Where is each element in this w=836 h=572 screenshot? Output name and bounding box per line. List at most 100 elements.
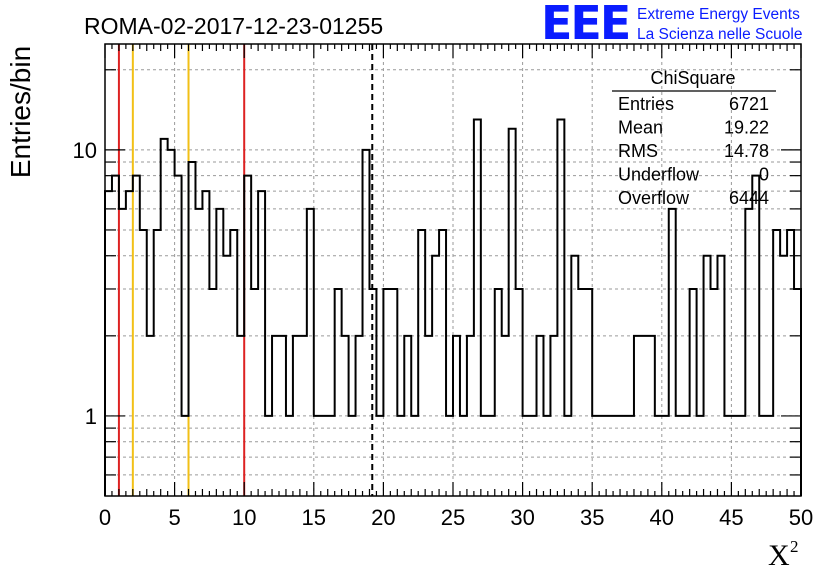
- histogram-bin: [446, 416, 453, 496]
- x-axis-label: X 2: [768, 537, 799, 572]
- x-axis-label-superscript: 2: [790, 537, 799, 556]
- x-tick-label: 25: [441, 505, 465, 530]
- histogram-bin: [202, 191, 209, 496]
- histogram-bin: [787, 230, 794, 496]
- eee-logo: EEE Extreme Energy Events La Scienza nel…: [541, 0, 802, 50]
- histogram-bin: [453, 336, 460, 496]
- histogram-bin: [683, 416, 690, 496]
- histogram-bin: [669, 209, 676, 496]
- histogram-bin: [119, 209, 126, 496]
- histogram-bin: [523, 416, 530, 496]
- histogram-bin: [356, 336, 363, 496]
- histogram-bin: [467, 336, 474, 496]
- histogram-bin: [592, 416, 599, 496]
- histogram-bin: [223, 256, 230, 496]
- histogram-bin: [752, 176, 759, 496]
- histogram-bin: [411, 416, 418, 496]
- histogram-bin: [307, 209, 314, 496]
- stats-row-value: 19.22: [724, 118, 769, 138]
- histogram-bin: [543, 416, 550, 496]
- histogram-bin: [717, 256, 724, 496]
- histogram-bin: [376, 416, 383, 496]
- histogram-bin: [641, 336, 648, 496]
- x-tick-label: 20: [371, 505, 395, 530]
- histogram-bin: [321, 416, 328, 496]
- histogram-bin: [390, 289, 397, 496]
- histogram-bin: [369, 289, 376, 496]
- histogram-bin: [195, 209, 202, 496]
- histogram-bin: [634, 336, 641, 496]
- histogram-bin: [766, 416, 773, 496]
- stats-row-label: RMS: [618, 141, 658, 161]
- histogram-bin: [662, 416, 669, 496]
- histogram-bin: [175, 176, 182, 496]
- histogram-bin: [474, 120, 481, 496]
- y-tick-label: 1: [85, 404, 97, 429]
- x-tick-label: 35: [580, 505, 604, 530]
- histogram-bin: [154, 230, 161, 496]
- stats-row-value: 14.78: [724, 141, 769, 161]
- histogram-bin: [530, 416, 537, 496]
- histogram-bin: [300, 336, 307, 496]
- eee-logo-mark: EEE: [541, 0, 629, 50]
- histogram-bin: [293, 336, 300, 496]
- histogram-bin: [738, 416, 745, 496]
- stats-rows: Entries 6721 Mean 19.22 RMS 14.78 Underflow 0 Ov…: [618, 94, 769, 208]
- stats-row-value: 6721: [729, 94, 769, 114]
- histogram-bin: [495, 289, 502, 496]
- histogram-bin: [794, 289, 801, 496]
- histogram-bin: [363, 150, 370, 496]
- y-tick-label: 10: [73, 138, 97, 163]
- axis-ticks: 0 5 10 15 20 25 30 35 40 45 50 1 10: [73, 44, 813, 530]
- histogram-bin: [627, 416, 634, 496]
- histogram-bin: [704, 256, 711, 496]
- histogram-bin: [578, 289, 585, 496]
- histogram-bin: [168, 150, 175, 496]
- histogram-bin: [161, 139, 168, 496]
- x-axis-label-base: X: [768, 539, 790, 572]
- x-tick-label: 5: [168, 505, 180, 530]
- histogram-bin: [648, 336, 655, 496]
- stats-row-label: Entries: [618, 94, 674, 114]
- stats-row-value: 0: [759, 165, 769, 185]
- y-axis-label: Entries/bin: [5, 46, 36, 178]
- histogram-bin: [571, 256, 578, 496]
- histogram-bin: [537, 336, 544, 496]
- histogram-bin: [690, 289, 697, 496]
- histogram-bin: [335, 289, 342, 496]
- histogram-bin: [711, 289, 718, 496]
- histogram-bin: [147, 336, 154, 496]
- histogram-bin: [731, 416, 738, 496]
- stats-row-label: Underflow: [618, 165, 700, 185]
- histogram-bin: [516, 289, 523, 496]
- histogram-bin: [342, 336, 349, 496]
- histogram-bin: [328, 416, 335, 496]
- histogram-bin: [564, 416, 571, 496]
- stats-row-label: Overflow: [618, 188, 690, 208]
- histogram-bin: [780, 256, 787, 496]
- histogram-bin: [404, 336, 411, 496]
- histogram-bin: [182, 416, 189, 496]
- stats-title: ChiSquare: [650, 68, 735, 88]
- plot-frame: [104, 43, 802, 497]
- histogram-bin: [133, 176, 140, 496]
- histogram-bin: [432, 256, 439, 496]
- histogram-bin: [502, 336, 509, 496]
- histogram-bin: [418, 230, 425, 496]
- x-tick-label: 15: [302, 505, 326, 530]
- x-tick-label: 45: [719, 505, 743, 530]
- histogram-outline: [104, 118, 802, 496]
- histogram-bin: [613, 416, 620, 496]
- x-tick-label: 40: [650, 505, 674, 530]
- histogram-bin: [425, 336, 432, 496]
- histogram-bin: [279, 336, 286, 496]
- histogram-bin: [126, 191, 133, 496]
- histogram-bin: [481, 416, 488, 496]
- histogram-bin: [745, 209, 752, 496]
- histogram-bin: [724, 416, 731, 496]
- stats-row-label: Mean: [618, 118, 663, 138]
- x-tick-label: 30: [510, 505, 534, 530]
- logo-line-1: Extreme Energy Events: [637, 6, 800, 23]
- histogram-bin: [230, 230, 237, 496]
- logo-line-2: La Scienza nelle Scuole: [637, 26, 802, 43]
